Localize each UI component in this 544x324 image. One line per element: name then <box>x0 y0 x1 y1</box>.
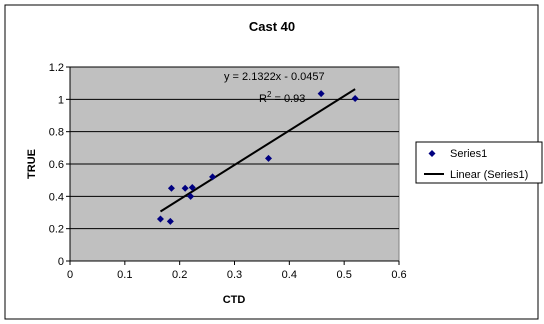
y-tick-label: 0 <box>58 256 64 268</box>
y-tick-label: 1 <box>58 94 64 106</box>
chart-title: Cast 40 <box>249 19 295 34</box>
r-squared-value: = 0.93 <box>271 93 305 105</box>
x-tick-label: 0 <box>67 269 73 281</box>
data-points <box>156 90 359 225</box>
data-point <box>264 154 272 162</box>
x-tick-label: 0.2 <box>172 269 187 281</box>
trendline-equation: y = 2.1322x - 0.0457 <box>224 71 325 83</box>
r-squared-symbol: R <box>259 93 267 105</box>
x-tick-label: 0.6 <box>391 269 406 281</box>
y-axis-title: TRUE <box>26 149 38 179</box>
trendline <box>159 88 356 213</box>
x-axis-title: CTD <box>223 294 246 306</box>
data-point <box>181 184 189 192</box>
axes <box>66 66 400 265</box>
legend-series-marker <box>428 150 436 157</box>
data-point <box>188 183 196 191</box>
x-tick-labels: 0 0.1 0.2 0.3 0.4 0.5 0.6 <box>67 269 407 281</box>
y-tick-label: 0.2 <box>49 224 64 236</box>
plot-area: 0 0.1 0.2 0.3 0.4 0.5 0.6 0 0.2 0.4 0.6 0.8 1 1.2 <box>49 62 407 281</box>
data-point <box>351 95 359 103</box>
trendline-group <box>159 88 356 213</box>
y-tick-labels: 0 0.2 0.4 0.6 0.8 1 1.2 <box>49 62 64 268</box>
data-point <box>187 192 195 200</box>
legend-series-label: Series1 <box>450 148 487 160</box>
y-tick-label: 0.8 <box>49 127 64 139</box>
legend-box <box>415 141 543 184</box>
legend-trendline-label: Linear (Series1) <box>450 169 528 181</box>
data-point <box>156 215 164 223</box>
data-point <box>167 184 175 192</box>
x-tick-label: 0.5 <box>337 269 352 281</box>
legend: Series1 Linear (Series1) <box>415 141 543 184</box>
data-point <box>317 90 325 98</box>
y-tick-label: 1.2 <box>49 62 64 74</box>
data-point <box>209 173 217 181</box>
r-squared-label: R2 = 0.93 <box>259 90 305 105</box>
y-tick-label: 0.4 <box>49 191 64 203</box>
data-point <box>166 217 174 225</box>
x-tick-label: 0.3 <box>227 269 242 281</box>
x-tick-label: 0.4 <box>282 269 297 281</box>
x-tick-label: 0.1 <box>117 269 132 281</box>
y-tick-label: 0.6 <box>49 159 64 171</box>
r-squared-exponent: 2 <box>267 90 272 99</box>
